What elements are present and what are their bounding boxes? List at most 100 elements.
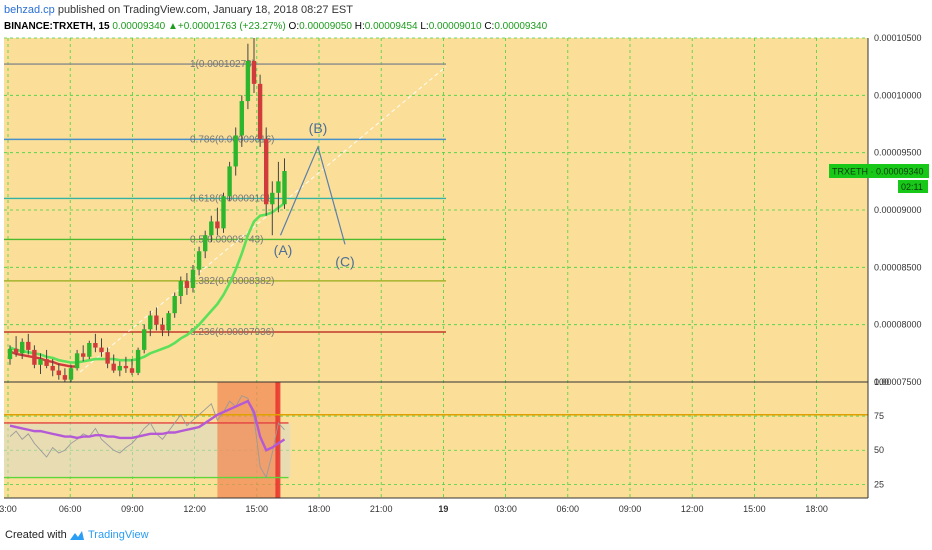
fib-level-label: 0.382(0.00008382) <box>190 276 275 287</box>
countdown-box <box>898 180 928 194</box>
candlesticks <box>7 38 287 382</box>
low-value: 0.00009010 <box>428 21 482 32</box>
wave-label: (B) <box>309 120 328 136</box>
candle-body <box>154 315 159 325</box>
candle-body <box>13 348 19 354</box>
rsi-line <box>9 395 285 479</box>
candle-body <box>221 196 226 229</box>
price-tag-label: TRXETH · 0.00009340 <box>832 167 924 177</box>
price-axis-tick: 0.00010500 <box>874 33 922 43</box>
candle-body <box>282 171 287 205</box>
ohlc-legend: BINANCE:TRXETH, 15 0.00009340 ▲+0.000017… <box>4 21 547 32</box>
rsi-axis-tick: 100 <box>874 377 889 387</box>
wave-label: (C) <box>335 253 354 269</box>
ema-line <box>9 202 286 368</box>
candle-body <box>135 349 141 373</box>
candle-body <box>166 313 171 331</box>
candle-body <box>68 368 74 380</box>
time-axis-tick: 15:00 <box>743 504 766 514</box>
axes: 0.00010500 0.00010000 0.00009500 0.00009000… <box>0 33 922 514</box>
candle-body <box>50 365 55 371</box>
rsi-axis-tick: 50 <box>874 445 884 455</box>
open-value: 0.00009050 <box>299 21 352 32</box>
wave-path <box>279 145 346 245</box>
candle-body <box>190 269 196 288</box>
price-chart[interactable]: 1(0.00010273) 0.786(0.00009616) 0.618(0.00… <box>0 0 932 522</box>
candle-body <box>32 349 37 365</box>
footer: Created with TradingView <box>0 522 932 550</box>
candle-body <box>257 83 263 139</box>
candle-body <box>62 375 68 380</box>
candle-body <box>38 359 43 365</box>
fib-level-label: 1(0.00010273) <box>190 59 255 70</box>
rsi-axis-tick: 75 <box>874 411 884 421</box>
time-axis-tick: 3:00 <box>0 504 17 514</box>
rsi-indicator <box>9 395 286 479</box>
publish-info: behzad.cp published on TradingView.com, … <box>4 4 353 16</box>
wave-label: (A) <box>274 242 293 258</box>
plot-background <box>4 38 868 498</box>
price-tag: TRXETH · 0.00009340 02:11 <box>829 164 929 194</box>
price-axis-tick: 0.00009500 <box>874 148 922 158</box>
candle-body <box>233 135 238 167</box>
created-with-text: Created with <box>5 529 67 541</box>
chart-header: behzad.cp published on TradingView.com, … <box>0 0 932 38</box>
candle-body <box>7 348 13 360</box>
candle-body <box>129 368 135 373</box>
published-text: published on TradingView.com, January 18… <box>54 4 353 16</box>
candle-body <box>111 363 116 371</box>
low-label: L: <box>420 21 429 32</box>
ema-bear-segment <box>9 350 78 368</box>
trend-line <box>79 66 447 373</box>
candle-body <box>264 138 269 205</box>
candle-body <box>123 365 129 369</box>
time-axis-tick: 12:00 <box>183 504 206 514</box>
tradingview-link[interactable]: TradingView <box>67 529 149 541</box>
time-axis-tick: 18:00 <box>805 504 828 514</box>
candle-body <box>117 365 122 371</box>
rsi-axis-tick: 25 <box>874 479 884 489</box>
candle-body <box>26 341 31 350</box>
high-value: 0.00009454 <box>364 21 418 32</box>
elliott-wave-drawing[interactable]: (A) (B) (C) <box>274 120 355 269</box>
candle-body <box>245 60 251 102</box>
candle-body <box>251 60 257 84</box>
price-axis-tick: 0.00008000 <box>874 320 922 330</box>
candle-body <box>196 251 202 270</box>
candle-body <box>209 221 214 236</box>
symbol-label[interactable]: BINANCE:TRXETH, 15 <box>4 21 110 32</box>
rsi-ma-line <box>9 399 286 452</box>
candle-body <box>99 347 104 353</box>
highlight-zone-edge <box>275 382 281 498</box>
fib-level-label: 0.236(0.00007936) <box>190 327 275 338</box>
candle-body <box>172 296 177 314</box>
time-axis-tick: 06:00 <box>59 504 82 514</box>
price-axis-tick: 0.00007500 <box>874 377 922 387</box>
time-axis-tick: 09:00 <box>619 504 642 514</box>
fib-level-label: 0.5(0.00008743) <box>190 234 263 245</box>
candle-body <box>87 343 92 357</box>
fib-level-label: 0.618(0.00009101) <box>190 193 275 204</box>
rsi-band <box>4 382 868 498</box>
candle-body <box>227 166 232 197</box>
ema-series-line <box>9 202 286 364</box>
time-axis-tick: 09:00 <box>121 504 144 514</box>
close-value: 0.00009340 <box>494 21 548 32</box>
candle-body <box>44 359 49 366</box>
candle-body <box>184 281 190 288</box>
candle-body <box>239 101 244 136</box>
price-axis-tick: 0.00009000 <box>874 205 922 215</box>
candle-body <box>203 235 208 252</box>
candle-body <box>178 281 183 296</box>
author-link[interactable]: behzad.cp <box>4 4 55 16</box>
brand-label: TradingView <box>88 529 149 541</box>
price-axis-tick: 0.00008500 <box>874 262 922 272</box>
candle-body <box>270 192 275 205</box>
tradingview-cloud-icon <box>70 531 84 541</box>
candle-body <box>160 324 165 331</box>
candle-body <box>105 352 110 364</box>
candle-body <box>142 329 147 350</box>
candle-body <box>93 343 98 348</box>
fibonacci-retracement[interactable]: 1(0.00010273) 0.786(0.00009616) 0.618(0.00… <box>4 59 447 373</box>
time-axis-tick: 06:00 <box>557 504 580 514</box>
